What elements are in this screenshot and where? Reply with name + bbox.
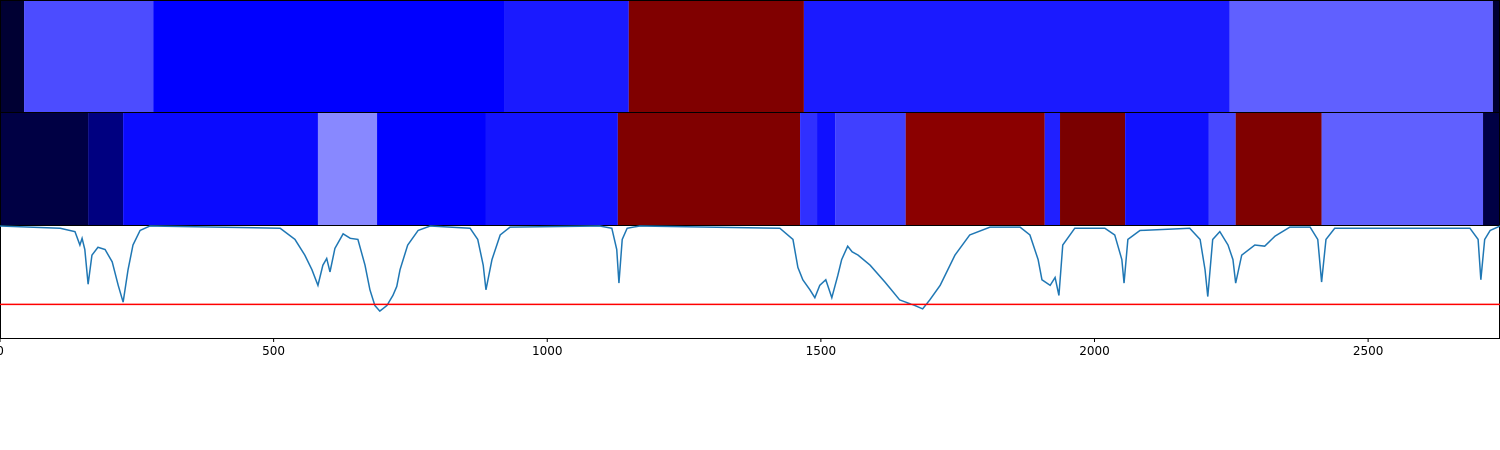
band-segment: [1060, 113, 1126, 225]
band-segment: [24, 1, 154, 112]
x-tick-label: 500: [262, 344, 285, 358]
band-segment: [1492, 1, 1500, 112]
plot-frame: [0, 225, 1500, 339]
band-segment: [485, 113, 618, 225]
data-line: [0, 225, 1500, 313]
band-segment: [628, 1, 804, 112]
x-tick-label: 2500: [1353, 344, 1384, 358]
band-segment: [1483, 113, 1500, 225]
band-segment: [377, 113, 486, 225]
band-segment: [0, 1, 25, 112]
band-segment: [0, 113, 89, 225]
band-segment: [1125, 113, 1209, 225]
band-segment: [504, 1, 629, 112]
band-segment: [123, 113, 318, 225]
band-segment: [800, 113, 818, 225]
band-segment: [1321, 113, 1484, 225]
band-segment: [1229, 1, 1493, 112]
band-segment: [153, 1, 505, 112]
band-segment: [817, 113, 836, 225]
x-tick-label: 1000: [532, 344, 563, 358]
band-segment: [905, 113, 1045, 225]
x-tick-label: 0: [0, 344, 4, 358]
band-segment: [88, 113, 124, 225]
x-tick-label: 1500: [806, 344, 837, 358]
band-segment: [803, 1, 1230, 112]
band-segment: [835, 113, 906, 225]
band-segment: [1044, 113, 1061, 225]
band-segment: [317, 113, 378, 225]
band-segment: [1208, 113, 1236, 225]
x-tick-label: 2000: [1079, 344, 1110, 358]
band-segment: [617, 113, 801, 225]
band-segment: [1235, 113, 1322, 225]
